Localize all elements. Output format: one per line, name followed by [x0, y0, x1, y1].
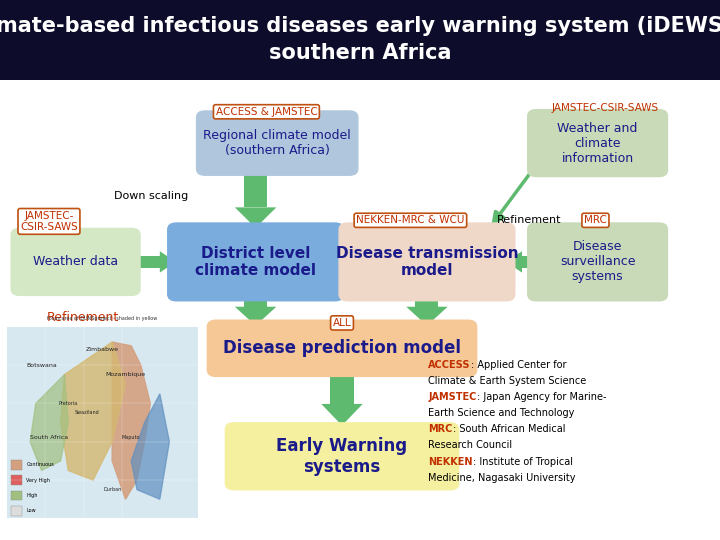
Text: : Applied Center for: : Applied Center for	[471, 360, 567, 369]
Polygon shape	[30, 375, 68, 470]
FancyBboxPatch shape	[197, 111, 358, 175]
Polygon shape	[235, 307, 276, 326]
Polygon shape	[235, 207, 276, 228]
Text: Botswana: Botswana	[26, 362, 57, 368]
Text: JAMSTEC-
CSIR-SAWS: JAMSTEC- CSIR-SAWS	[20, 211, 78, 232]
Text: Research Council: Research Council	[428, 441, 513, 450]
Text: High: High	[27, 493, 37, 498]
Text: ALL: ALL	[333, 318, 351, 328]
Bar	[522, 256, 536, 268]
Text: JAMSTEC: JAMSTEC	[428, 392, 477, 402]
Polygon shape	[160, 251, 176, 273]
Text: Down scaling: Down scaling	[114, 191, 189, 201]
Text: southern Africa: southern Africa	[269, 43, 451, 64]
FancyBboxPatch shape	[225, 423, 459, 490]
Polygon shape	[506, 251, 522, 273]
Bar	[132, 256, 160, 268]
Text: focus area of DUNSproject - shaded in yellow: focus area of DUNSproject - shaded in ye…	[48, 316, 158, 321]
Text: Very High: Very High	[27, 477, 50, 483]
FancyBboxPatch shape	[528, 223, 667, 301]
Bar	[244, 169, 267, 207]
Text: ACCESS: ACCESS	[428, 360, 471, 369]
Text: South Africa: South Africa	[30, 435, 68, 441]
Bar	[11, 460, 22, 469]
Text: Regional climate model
(southern Africa): Regional climate model (southern Africa)	[203, 129, 351, 157]
Text: Disease transmission
model: Disease transmission model	[336, 246, 518, 278]
Bar	[415, 294, 438, 307]
FancyBboxPatch shape	[11, 228, 140, 295]
Bar	[330, 370, 354, 404]
Text: Low: Low	[27, 508, 36, 513]
Bar	[0, 0, 720, 80]
Text: A climate-based infectious diseases early warning system (iDEWS) for: A climate-based infectious diseases earl…	[0, 16, 720, 37]
Bar	[11, 491, 22, 500]
Polygon shape	[131, 394, 169, 499]
Text: Climate & Earth System Science: Climate & Earth System Science	[428, 376, 587, 386]
Text: Zimbabwe: Zimbabwe	[86, 347, 119, 352]
Polygon shape	[60, 342, 125, 480]
Text: ACCESS & JAMSTEC: ACCESS & JAMSTEC	[215, 107, 318, 117]
Text: Weather data: Weather data	[33, 255, 118, 268]
Text: NEKKEN: NEKKEN	[428, 457, 473, 467]
Text: Durban: Durban	[103, 487, 121, 492]
Bar	[11, 506, 22, 516]
Text: District level
climate model: District level climate model	[195, 246, 316, 278]
FancyBboxPatch shape	[528, 110, 667, 177]
Bar	[244, 294, 267, 307]
Polygon shape	[112, 342, 150, 499]
Text: MRC: MRC	[584, 215, 607, 225]
Text: Maputo: Maputo	[122, 435, 140, 441]
Text: MRC: MRC	[428, 424, 453, 434]
Text: Weather and
climate
information: Weather and climate information	[557, 122, 638, 165]
Text: : South African Medical: : South African Medical	[453, 424, 565, 434]
Text: Refinement: Refinement	[497, 215, 562, 225]
Text: Refinement: Refinement	[47, 311, 119, 324]
Text: Continuous: Continuous	[27, 462, 54, 467]
Text: Disease prediction model: Disease prediction model	[223, 339, 461, 357]
Text: : Institute of Tropical: : Institute of Tropical	[473, 457, 573, 467]
Text: Pretoria: Pretoria	[58, 401, 78, 406]
Text: NEKKEN-MRC & WCU: NEKKEN-MRC & WCU	[356, 215, 464, 225]
FancyBboxPatch shape	[168, 223, 343, 301]
FancyBboxPatch shape	[339, 223, 515, 301]
Text: Earth Science and Technology: Earth Science and Technology	[428, 408, 575, 418]
Polygon shape	[406, 307, 448, 326]
Text: Swaziland: Swaziland	[75, 410, 99, 415]
Text: Disease
surveillance
systems: Disease surveillance systems	[560, 240, 635, 284]
Text: JAMSTEC-CSIR-SAWS: JAMSTEC-CSIR-SAWS	[552, 103, 658, 113]
Bar	[11, 475, 22, 485]
Polygon shape	[321, 404, 363, 426]
Text: : Japan Agency for Marine-: : Japan Agency for Marine-	[477, 392, 606, 402]
Text: Early Warning
systems: Early Warning systems	[276, 437, 408, 476]
FancyBboxPatch shape	[207, 320, 477, 376]
Text: Medicine, Nagasaki University: Medicine, Nagasaki University	[428, 473, 576, 483]
Text: Mozambique: Mozambique	[105, 372, 145, 377]
